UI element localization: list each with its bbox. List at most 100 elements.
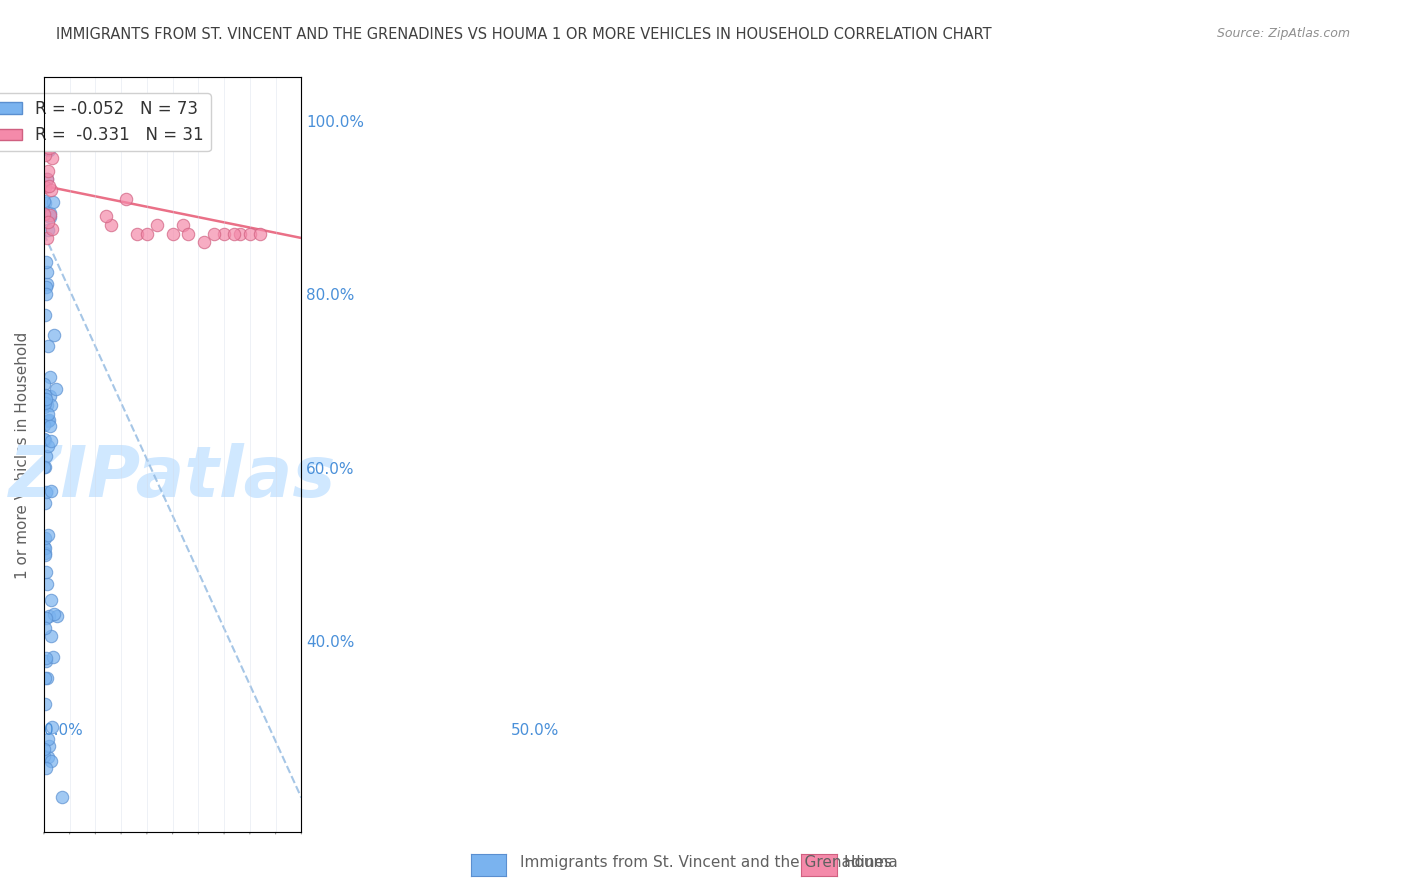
Point bbox=[115, 192, 138, 206]
Text: IMMIGRANTS FROM ST. VINCENT AND THE GRENADINES VS HOUMA 1 OR MORE VEHICLES IN HO: IMMIGRANTS FROM ST. VINCENT AND THE GREN… bbox=[56, 27, 991, 42]
Point bbox=[34, 206, 56, 220]
Point bbox=[228, 227, 250, 241]
Point bbox=[172, 218, 194, 232]
Point bbox=[35, 398, 58, 412]
Point bbox=[39, 483, 62, 498]
Point bbox=[34, 621, 56, 635]
Point bbox=[249, 227, 271, 241]
Point bbox=[34, 254, 56, 268]
Point bbox=[42, 194, 65, 209]
Point bbox=[51, 790, 73, 805]
Point bbox=[38, 210, 60, 224]
Point bbox=[37, 222, 59, 236]
Point bbox=[39, 592, 62, 607]
Point bbox=[39, 208, 62, 222]
Point bbox=[39, 629, 62, 643]
Point bbox=[45, 383, 67, 397]
Point bbox=[38, 609, 60, 624]
Point bbox=[32, 432, 55, 446]
Point bbox=[42, 650, 65, 665]
Point bbox=[37, 164, 59, 178]
Point bbox=[37, 732, 59, 747]
Point bbox=[39, 183, 62, 197]
Point bbox=[39, 754, 62, 768]
Point bbox=[35, 231, 58, 245]
Point bbox=[34, 545, 56, 559]
Point bbox=[35, 286, 58, 301]
Point bbox=[37, 137, 59, 152]
Point bbox=[35, 449, 58, 463]
Point bbox=[32, 376, 55, 391]
Text: 50.0%: 50.0% bbox=[510, 723, 558, 738]
Point bbox=[45, 608, 67, 623]
Point bbox=[38, 739, 60, 754]
Point bbox=[37, 528, 59, 542]
Point bbox=[41, 151, 63, 165]
Point bbox=[39, 434, 62, 449]
Point bbox=[37, 215, 59, 229]
Point bbox=[38, 144, 60, 158]
Point bbox=[39, 369, 62, 384]
Point bbox=[34, 654, 56, 668]
Point bbox=[35, 611, 58, 625]
Point bbox=[224, 227, 246, 241]
Point bbox=[135, 227, 157, 241]
Point bbox=[38, 140, 60, 154]
Text: 0.0%: 0.0% bbox=[44, 723, 83, 738]
Text: Houma: Houma bbox=[844, 855, 898, 870]
Point bbox=[38, 413, 60, 427]
Point bbox=[35, 265, 58, 279]
Point bbox=[41, 720, 63, 734]
Point bbox=[37, 138, 59, 153]
Point bbox=[32, 748, 55, 763]
Point bbox=[34, 548, 56, 562]
Text: Source: ZipAtlas.com: Source: ZipAtlas.com bbox=[1216, 27, 1350, 40]
Point bbox=[94, 209, 117, 223]
Point bbox=[32, 194, 55, 209]
Point bbox=[162, 227, 184, 241]
Point bbox=[35, 392, 58, 406]
Point bbox=[32, 129, 55, 144]
Point bbox=[38, 179, 60, 194]
Point bbox=[212, 227, 235, 241]
Point bbox=[202, 227, 225, 241]
Point bbox=[32, 540, 55, 554]
Point bbox=[34, 280, 56, 294]
Text: ZIPatlas: ZIPatlas bbox=[8, 443, 336, 512]
Point bbox=[42, 328, 65, 343]
Point bbox=[44, 607, 66, 621]
Point bbox=[35, 172, 58, 186]
Point bbox=[39, 418, 62, 433]
Point bbox=[34, 308, 56, 322]
Point bbox=[41, 222, 63, 236]
Point bbox=[39, 398, 62, 412]
Point bbox=[37, 339, 59, 353]
Point bbox=[34, 179, 56, 194]
Point bbox=[35, 761, 58, 775]
Point bbox=[34, 698, 56, 712]
Point bbox=[38, 389, 60, 403]
Point bbox=[35, 172, 58, 186]
Point bbox=[34, 541, 56, 555]
Point bbox=[125, 227, 148, 241]
Point bbox=[32, 741, 55, 756]
Point bbox=[34, 460, 56, 475]
Point bbox=[34, 128, 56, 143]
Point bbox=[35, 651, 58, 665]
Text: Immigrants from St. Vincent and the Grenadines: Immigrants from St. Vincent and the Gren… bbox=[520, 855, 893, 870]
Point bbox=[35, 576, 58, 591]
Point bbox=[35, 565, 58, 579]
Point bbox=[34, 148, 56, 162]
Point bbox=[34, 396, 56, 410]
Point bbox=[34, 671, 56, 685]
Point bbox=[37, 439, 59, 453]
Point bbox=[100, 218, 122, 232]
Point bbox=[35, 485, 58, 500]
Point bbox=[146, 218, 169, 232]
Point bbox=[35, 277, 58, 291]
Point bbox=[177, 227, 200, 241]
Point bbox=[37, 672, 59, 686]
Point bbox=[34, 532, 56, 546]
Point bbox=[239, 227, 262, 241]
Point bbox=[34, 400, 56, 414]
